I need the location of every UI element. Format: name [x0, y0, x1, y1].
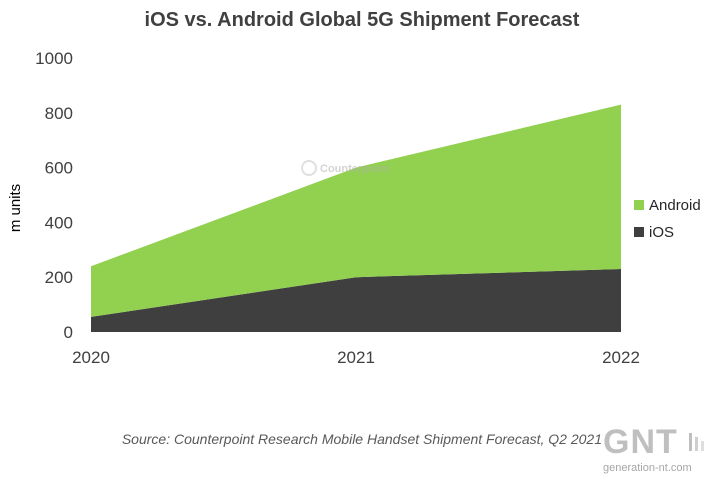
source-note: Source: Counterpoint Research Mobile Han… [122, 431, 602, 447]
legend-label-android: Android [649, 197, 701, 214]
legend-swatch-android [634, 200, 644, 210]
y-tick-label: 800 [45, 104, 73, 123]
y-tick-label: 1000 [35, 49, 73, 68]
area-series-ios [91, 268, 621, 332]
y-tick-label: 600 [45, 159, 73, 178]
counterpoint-watermark: Counterpoint [301, 160, 389, 176]
x-tick-label: 2021 [337, 348, 375, 367]
legend: Android iOS [634, 197, 701, 241]
counterpoint-watermark-text: Counterpoint [320, 163, 389, 175]
y-tick-label: 400 [45, 213, 73, 232]
x-tick-label: 2022 [602, 348, 640, 367]
area-layer [91, 104, 621, 332]
y-axis-ticks: 0 200 400 600 800 1000 [35, 49, 73, 342]
gnt-bar-icon [689, 433, 692, 451]
gnt-site: generation-nt.com [603, 462, 692, 474]
gnt-bar-icon [701, 441, 704, 451]
chart-title: iOS vs. Android Global 5G Shipment Forec… [145, 9, 580, 31]
legend-swatch-ios [634, 227, 644, 237]
area-series-android [91, 104, 621, 317]
x-tick-label: 2020 [72, 348, 110, 367]
y-tick-label: 200 [45, 268, 73, 287]
y-axis-label: m units [7, 184, 24, 232]
y-tick-label: 0 [64, 323, 73, 342]
counterpoint-logo-icon [301, 160, 317, 176]
x-axis-ticks: 2020 2021 2022 [72, 348, 640, 367]
gnt-watermark: GNT generation-nt.com [603, 423, 704, 474]
gnt-bar-icon [695, 437, 698, 451]
gnt-logo: GNT [603, 423, 678, 461]
legend-label-ios: iOS [649, 224, 674, 241]
